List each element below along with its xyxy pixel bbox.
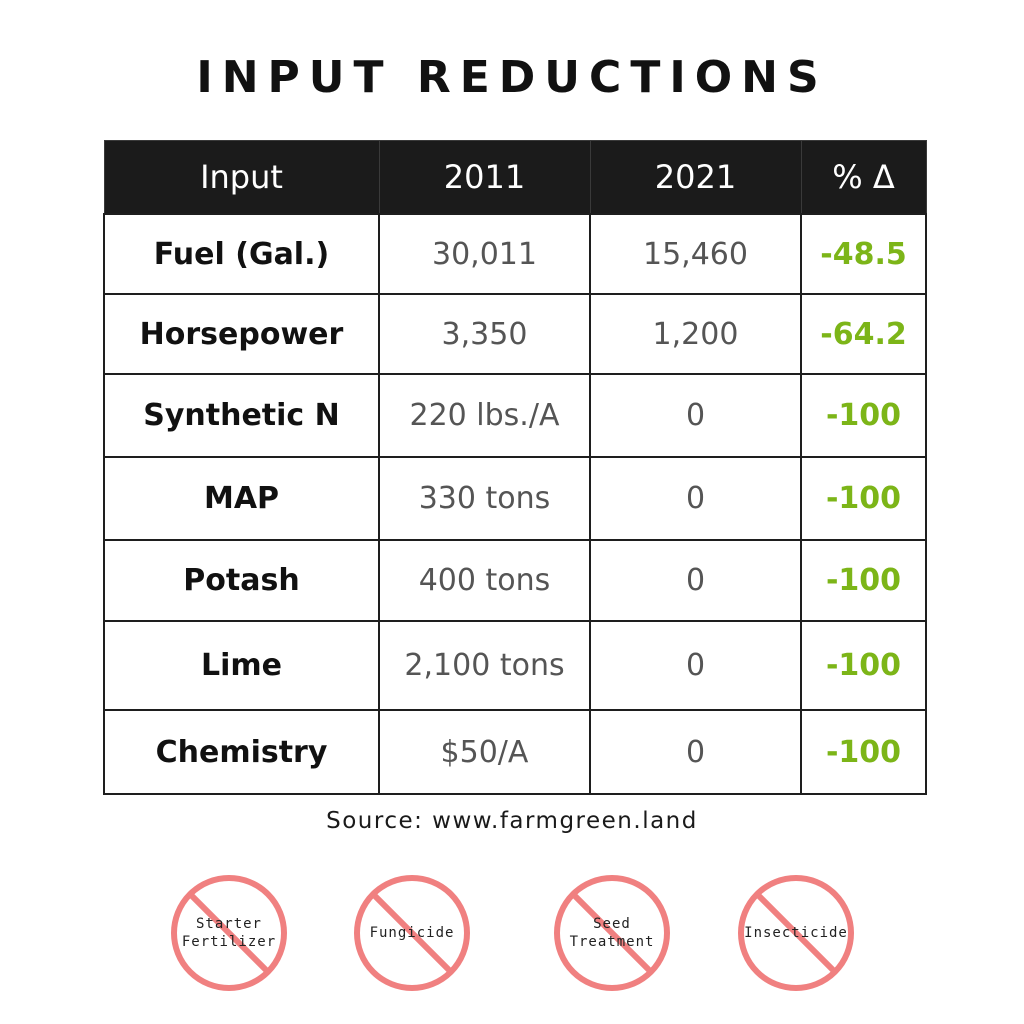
cell-2021: 15,460 <box>589 213 802 295</box>
cell-2011: $50/A <box>378 709 591 795</box>
cell-2021: 1,200 <box>589 293 802 375</box>
cell-2011: 30,011 <box>378 213 591 295</box>
badge-label: Fungicide <box>369 925 455 941</box>
prohibited-badge-seed-treatment: Seed Treatment <box>551 872 673 994</box>
cell-input: Lime <box>103 620 380 711</box>
prohibited-badge-starter-fertilizer: Starter Fertilizer <box>168 872 290 994</box>
table-row: Potash 400 tons 0 -100 <box>103 539 927 622</box>
cell-2021: 0 <box>589 620 802 711</box>
badge-label: Starter Fertilizer <box>181 916 277 950</box>
cell-2011: 220 lbs./A <box>378 373 591 458</box>
cell-input: Synthetic N <box>103 373 380 458</box>
cell-2021: 0 <box>589 456 802 541</box>
cell-2011: 2,100 tons <box>378 620 591 711</box>
badge-label: Insecticide <box>744 925 848 941</box>
badge-label: Seed Treatment <box>569 916 655 950</box>
cell-2011: 400 tons <box>378 539 591 622</box>
prohibited-icon <box>354 875 470 991</box>
prohibited-badge-fungicide: Fungicide <box>351 872 473 994</box>
cell-pct-change: -100 <box>800 456 927 541</box>
column-header-2021: 2021 <box>589 140 802 215</box>
column-header-pct-change: % Δ <box>800 140 927 215</box>
column-header-input: Input <box>103 140 380 215</box>
cell-2011: 330 tons <box>378 456 591 541</box>
cell-pct-change: -48.5 <box>800 213 927 295</box>
page-title: INPUT REDUCTIONS <box>196 52 828 103</box>
table-row: Chemistry $50/A 0 -100 <box>103 709 927 795</box>
cell-pct-change: -100 <box>800 539 927 622</box>
prohibited-badge-insecticide: Insecticide <box>735 872 857 994</box>
cell-pct-change: -64.2 <box>800 293 927 375</box>
prohibited-icon <box>738 875 854 991</box>
cell-2021: 0 <box>589 709 802 795</box>
cell-pct-change: -100 <box>800 373 927 458</box>
cell-pct-change: -100 <box>800 709 927 795</box>
prohibited-icon <box>171 875 287 991</box>
table-row: Synthetic N 220 lbs./A 0 -100 <box>103 373 927 458</box>
prohibited-inputs: Starter Fertilizer Fungicide Seed Treatm… <box>0 872 1024 1002</box>
table-header-row: Input 2011 2021 % Δ <box>103 140 927 215</box>
cell-pct-change: -100 <box>800 620 927 711</box>
input-reductions-table: Input 2011 2021 % Δ Fuel (Gal.) 30,011 15,… <box>103 140 927 795</box>
prohibited-icon <box>554 875 670 991</box>
cell-input: MAP <box>103 456 380 541</box>
source-note: Source: www.farmgreen.land <box>326 808 698 834</box>
column-header-2011: 2011 <box>378 140 591 215</box>
cell-2021: 0 <box>589 539 802 622</box>
cell-input: Fuel (Gal.) <box>103 213 380 295</box>
cell-input: Potash <box>103 539 380 622</box>
table-row: Fuel (Gal.) 30,011 15,460 -48.5 <box>103 213 927 295</box>
cell-input: Horsepower <box>103 293 380 375</box>
table-row: Horsepower 3,350 1,200 -64.2 <box>103 293 927 375</box>
cell-input: Chemistry <box>103 709 380 795</box>
table-row: Lime 2,100 tons 0 -100 <box>103 620 927 711</box>
table-row: MAP 330 tons 0 -100 <box>103 456 927 541</box>
cell-2021: 0 <box>589 373 802 458</box>
cell-2011: 3,350 <box>378 293 591 375</box>
